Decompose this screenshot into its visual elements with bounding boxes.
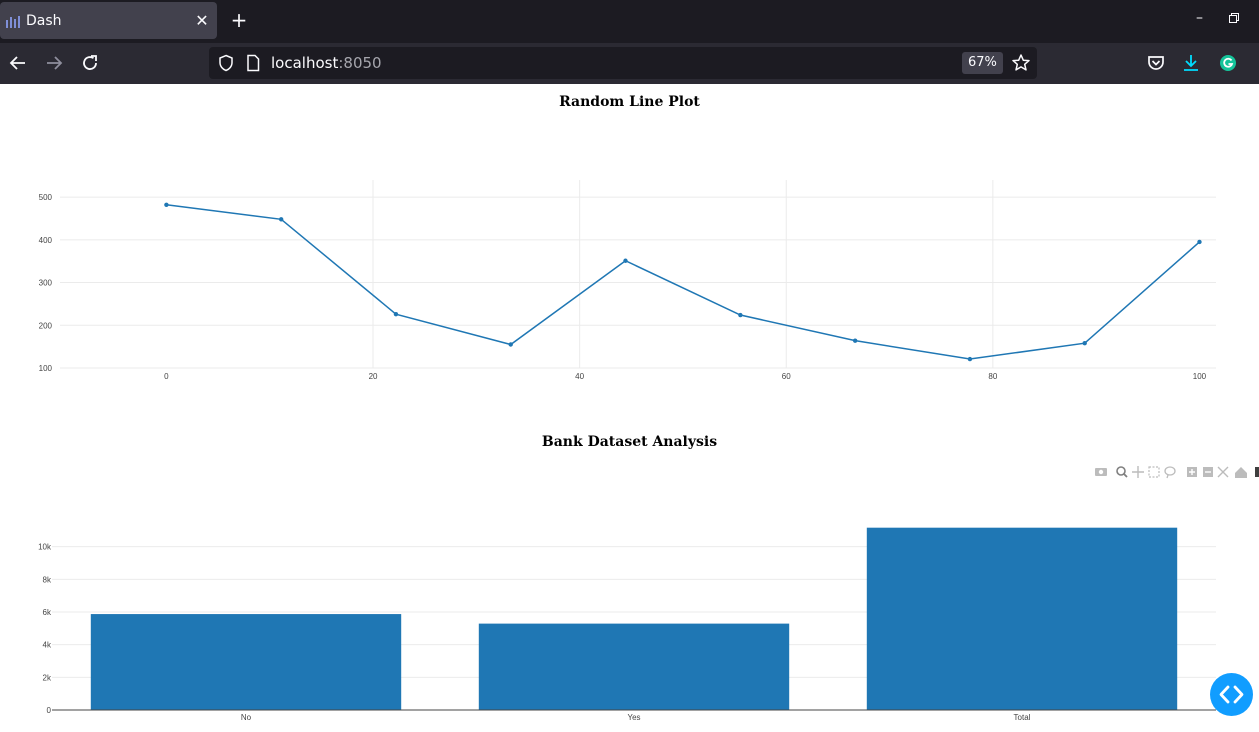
x-tick-label: 100 [1193,372,1207,381]
y-tick-label: 500 [39,193,53,202]
y-tick-label: 10k [38,543,52,552]
x-tick-label: Yes [627,713,640,722]
data-point [393,311,399,317]
reload-icon[interactable] [79,52,101,74]
pocket-icon[interactable] [1145,52,1167,74]
address-bar[interactable]: localhost:8050 67% [209,47,1037,79]
tab-title: Dash [26,13,62,29]
x-tick-label: 40 [575,372,584,381]
y-tick-label: 100 [39,364,53,373]
box-select-icon[interactable] [1148,466,1160,478]
dash-favicon-icon [6,16,20,28]
reset-axes-home-icon[interactable] [1235,467,1247,478]
data-point [738,312,743,318]
bar [866,527,1178,710]
x-tick-label: 0 [164,372,169,381]
dev-tools-toggle-button[interactable] [1210,673,1253,716]
data-point [852,338,858,343]
browser-toolbar: localhost:8050 67% [0,43,1259,84]
data-point [1082,341,1087,346]
x-tick-label: No [241,713,252,722]
y-tick-label: 200 [39,321,53,330]
y-tick-label: 6k [43,608,52,617]
zoom-out-icon[interactable] [1203,467,1213,477]
line-chart-title: Random Line Plot [559,94,700,110]
window-restore-icon[interactable] [1229,13,1239,23]
x-tick-label: Total [1014,713,1031,722]
x-tick-label: 20 [369,372,378,381]
series-line [166,204,1200,360]
camera-icon[interactable] [1095,468,1107,476]
zoom-level-badge[interactable]: 67% [962,52,1003,74]
y-tick-label: 4k [43,641,52,650]
lasso-select-icon[interactable] [1164,466,1176,479]
data-point [1197,239,1202,245]
shield-icon[interactable] [217,54,235,72]
data-point [623,258,628,263]
tab-close-icon[interactable]: ✕ [195,11,209,30]
bar-chart-title: Bank Dataset Analysis [541,434,718,450]
bookmark-star-icon[interactable] [1011,53,1031,73]
grammarly-icon[interactable] [1217,52,1239,74]
chart-modebar [1095,466,1259,479]
autoscale-icon[interactable] [1217,466,1229,478]
download-icon[interactable] [1180,52,1202,74]
data-point [508,342,513,347]
y-tick-label: 0 [47,706,52,715]
y-tick-label: 400 [39,236,53,245]
url-host: localhost [271,54,339,72]
bar [478,623,790,710]
page-icon[interactable] [245,54,261,72]
line-chart[interactable]: 100 200 300 400 500 0 20 40 60 80 100 [0,84,1259,394]
y-tick-label: 8k [43,575,52,584]
bar [90,614,402,710]
y-tick-label: 2k [43,673,52,682]
url-text[interactable]: localhost:8050 [271,54,382,72]
zoom-in-icon[interactable] [1187,467,1197,477]
browser-titlebar: Dash ✕ + – [0,0,1259,43]
data-point [967,356,973,362]
bar-chart[interactable]: 0 2k 4k 6k 8k 10k No Yes Total [0,514,1259,732]
url-port: :8050 [338,54,382,72]
zoom-icon[interactable] [1116,466,1128,478]
back-icon[interactable] [7,52,29,74]
browser-tab[interactable]: Dash ✕ [0,2,217,39]
x-tick-label: 80 [988,372,997,381]
y-tick-label: 300 [39,279,53,288]
forward-icon[interactable] [43,52,65,74]
code-brackets-icon [1219,685,1244,704]
data-point [164,202,169,207]
page-content: Random Line Plot 100 200 300 400 500 0 20 40 60 8… [0,84,1259,732]
x-tick-label: 60 [782,372,791,381]
new-tab-icon[interactable]: + [230,8,248,32]
data-point [278,217,284,222]
pan-icon[interactable] [1132,466,1144,478]
plotly-logo-icon[interactable] [1255,467,1259,477]
window-minimize-icon[interactable]: – [1196,10,1203,26]
